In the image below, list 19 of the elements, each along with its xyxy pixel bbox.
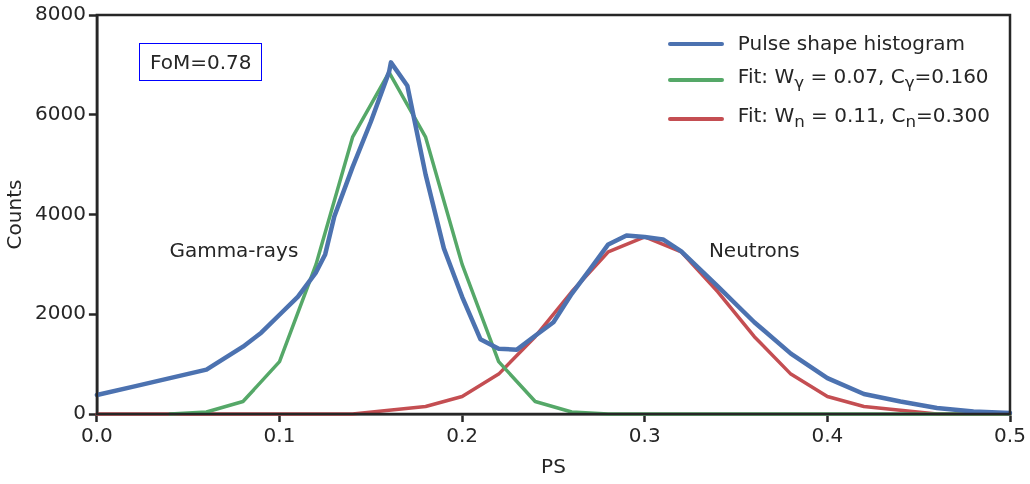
y-tick-label: 6000 xyxy=(34,100,86,125)
x-tick-label: 0.4 xyxy=(811,423,844,448)
x-tick-label: 0.2 xyxy=(446,423,479,448)
y-tick-label: 0 xyxy=(73,400,86,425)
legend-label: Pulse shape histogram xyxy=(737,30,965,57)
y-axis-title: Counts xyxy=(2,179,27,250)
annotation: Gamma-rays xyxy=(169,238,299,263)
legend-label: Fit: W$_{γ}$ = 0.07, C$_{γ}$=0.160 xyxy=(737,63,989,94)
annotation: Neutrons xyxy=(708,238,800,263)
x-tick-label: 0.5 xyxy=(994,423,1026,448)
x-tick-label: 0.3 xyxy=(628,423,661,448)
y-tick-label: 4000 xyxy=(34,200,86,225)
annotation: FoM=0.78 xyxy=(138,43,263,81)
y-tick-label: 8000 xyxy=(34,1,86,26)
x-axis-title: PS xyxy=(541,454,566,479)
x-tick-label: 0.0 xyxy=(80,423,113,448)
legend-label: Fit: W$_{n}$ = 0.11, C$_{n}$=0.300 xyxy=(737,102,990,133)
x-tick-label: 0.1 xyxy=(263,423,296,448)
y-tick-label: 2000 xyxy=(34,300,86,325)
